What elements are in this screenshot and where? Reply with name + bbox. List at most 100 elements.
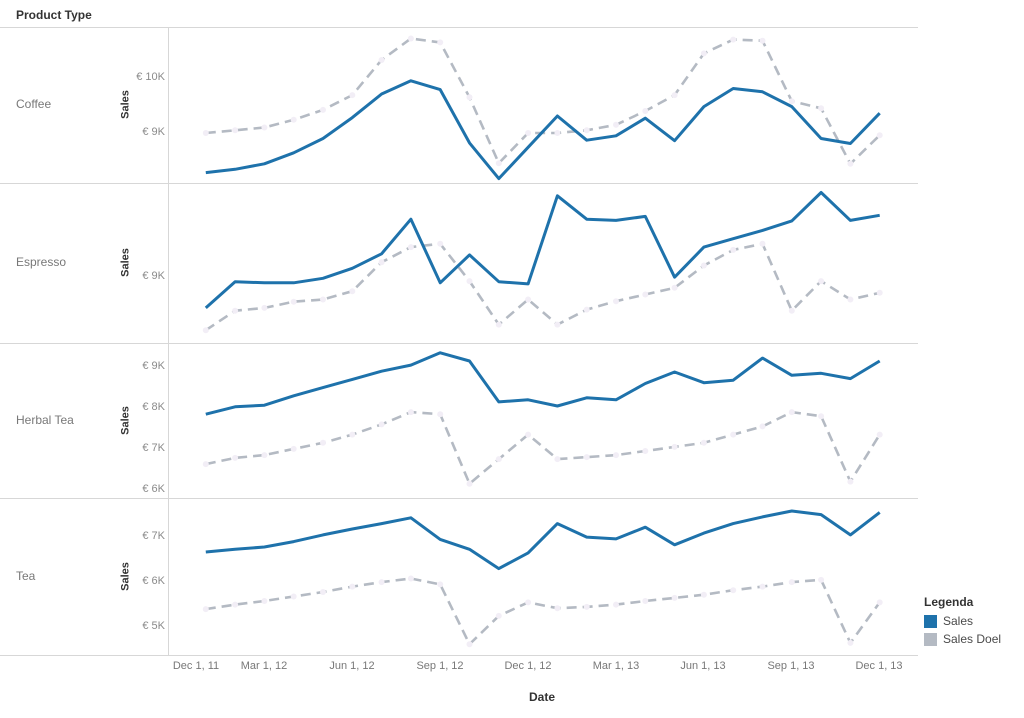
y-tick-label: € 7K xyxy=(142,441,165,454)
row-label-herbal-tea: Herbal Tea xyxy=(16,412,74,427)
herbal-tea-doel-marker xyxy=(232,454,239,461)
espresso-doel-marker xyxy=(320,296,326,303)
coffee-doel-marker xyxy=(730,36,737,43)
product-type-header: Product Type xyxy=(16,8,92,22)
legend-item-sales-doel[interactable]: Sales Doel xyxy=(924,632,1001,646)
tea-doel-marker xyxy=(290,593,297,600)
espresso-sales-line[interactable] xyxy=(204,191,880,310)
legend-title: Legenda xyxy=(924,595,974,609)
tea-doel-marker xyxy=(320,589,326,595)
espresso-doel-marker xyxy=(495,321,502,328)
herbal-tea-doel-marker xyxy=(437,411,444,418)
herbal-tea-doel-marker xyxy=(202,461,209,468)
tea-doel-marker xyxy=(788,579,795,586)
x-tick-label: Mar 1, 12 xyxy=(240,660,288,672)
coffee-doel-marker xyxy=(378,57,385,63)
herbal-tea-doel-marker xyxy=(876,431,883,438)
espresso-doel-marker xyxy=(818,278,825,285)
herbal-tea-doel-marker xyxy=(671,443,678,450)
coffee-doel-marker xyxy=(613,121,619,128)
tea-doel-marker xyxy=(700,591,707,598)
legend-swatch-sales-doel xyxy=(924,632,937,646)
legend-item-sales[interactable]: Sales xyxy=(924,614,1001,628)
tea-sales-doel-line[interactable] xyxy=(205,577,881,646)
x-tick-label: Dec 1, 12 xyxy=(504,660,552,672)
herbal-tea-doel-marker xyxy=(583,454,590,461)
y-axis-title-espresso: Sales xyxy=(119,248,132,277)
coffee-doel-marker xyxy=(407,35,414,42)
y-tick-label: € 9K xyxy=(142,270,165,283)
espresso-doel-marker xyxy=(378,259,385,266)
coffee-doel-marker xyxy=(202,130,209,136)
tea-doel-marker xyxy=(642,598,649,604)
x-tick-label: Sep 1, 13 xyxy=(767,660,815,672)
herbal-tea-doel-marker xyxy=(407,409,414,416)
coffee-sales-line[interactable] xyxy=(205,79,881,181)
herbal-tea-sales-doel-line[interactable] xyxy=(205,410,881,486)
espresso-doel-marker xyxy=(554,321,561,328)
tea-doel-marker xyxy=(818,576,825,583)
tea-doel-marker xyxy=(671,594,678,601)
tea-doel-marker xyxy=(232,601,239,608)
coffee-doel-marker xyxy=(437,39,444,46)
coffee-doel-marker xyxy=(818,105,825,112)
legend-label: Sales Doel xyxy=(943,632,1002,646)
espresso-doel-marker xyxy=(759,240,766,247)
coffee-doel-marker xyxy=(759,37,766,44)
y-tick-label: € 6K xyxy=(142,575,165,588)
coffee-doel-marker xyxy=(876,132,883,139)
coffee-doel-marker xyxy=(700,50,707,57)
herbal-tea-sales-line[interactable] xyxy=(205,351,881,416)
x-tick-label: Sep 1, 12 xyxy=(416,660,464,672)
tea-sales-line[interactable] xyxy=(205,509,881,571)
espresso-doel-marker xyxy=(642,291,649,298)
tea-doel-marker xyxy=(407,575,414,582)
legend-label: Sales xyxy=(943,614,974,628)
espresso-doel-marker xyxy=(730,246,737,253)
tea-doel-marker xyxy=(613,601,619,608)
x-tick-label: Jun 1, 13 xyxy=(680,660,726,672)
espresso-doel-marker xyxy=(613,298,619,305)
espresso-doel-marker xyxy=(700,262,707,269)
x-tick-label: Dec 1, 13 xyxy=(855,660,903,672)
herbal-tea-doel-marker xyxy=(847,478,854,485)
row-label-coffee: Coffee xyxy=(16,97,52,111)
x-tick-label: Mar 1, 13 xyxy=(592,660,640,672)
espresso-sales-doel-line[interactable] xyxy=(205,242,880,332)
y-axis-title-herbal-tea: Sales xyxy=(119,405,132,435)
herbal-tea-doel-marker xyxy=(495,456,502,463)
espresso-doel-marker xyxy=(232,307,239,314)
x-axis-title: Date xyxy=(528,690,555,704)
herbal-tea-doel-marker xyxy=(525,431,532,438)
tea-doel-marker xyxy=(349,583,356,590)
espresso-doel-marker xyxy=(788,307,795,314)
tea-doel-marker xyxy=(437,581,444,588)
herbal-tea-doel-marker xyxy=(466,480,473,487)
tea-doel-marker xyxy=(202,606,209,613)
espresso-doel-marker xyxy=(525,296,532,303)
espresso-doel-marker xyxy=(290,298,297,305)
tea-doel-marker xyxy=(554,605,561,612)
y-tick-label: € 7K xyxy=(142,530,165,543)
y-axis-title-coffee: Sales xyxy=(119,90,132,119)
y-tick-label: € 5K xyxy=(142,620,165,633)
tea-doel-marker xyxy=(378,579,385,586)
herbal-tea-doel-marker xyxy=(290,445,297,452)
row-label-tea: Tea xyxy=(16,568,36,583)
tea-doel-marker xyxy=(847,639,854,646)
x-tick-label: Dec 1, 11 xyxy=(172,660,220,672)
y-tick-label: € 6K xyxy=(142,482,165,495)
coffee-doel-marker xyxy=(847,160,854,167)
espresso-doel-marker xyxy=(583,306,590,313)
coffee-doel-marker xyxy=(583,127,590,134)
herbal-tea-doel-marker xyxy=(700,439,707,446)
coffee-doel-marker xyxy=(788,98,795,105)
tea-doel-marker xyxy=(730,587,737,594)
coffee-doel-marker xyxy=(554,130,561,136)
espresso-doel-marker xyxy=(437,240,444,247)
espresso-doel-marker xyxy=(407,244,414,251)
legend-swatch-sales xyxy=(924,614,937,628)
coffee-doel-marker xyxy=(466,94,473,101)
